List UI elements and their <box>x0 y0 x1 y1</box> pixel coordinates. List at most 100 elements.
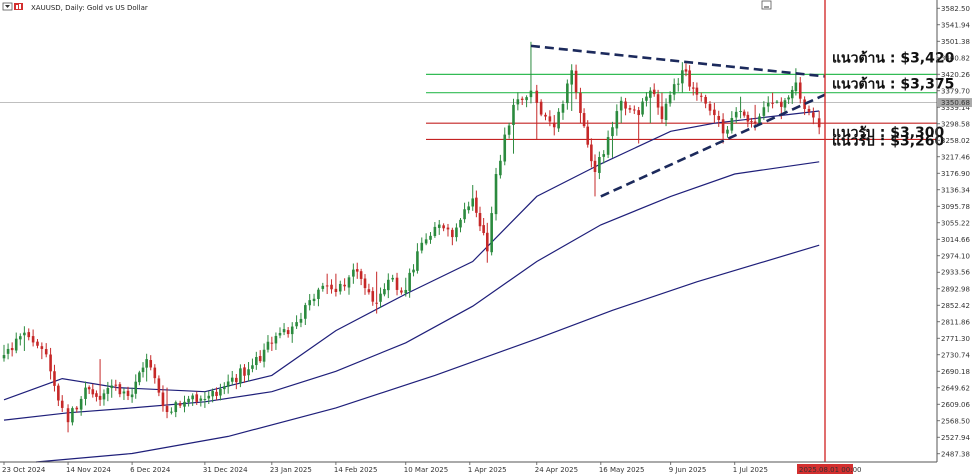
candle-body[interactable] <box>455 227 458 238</box>
candle-body[interactable] <box>660 106 664 120</box>
candle-body[interactable] <box>295 322 298 327</box>
candle-body[interactable] <box>87 387 91 390</box>
candle-body[interactable] <box>507 125 511 135</box>
candle-body[interactable] <box>803 99 806 109</box>
candle-body[interactable] <box>23 332 26 336</box>
candle-body[interactable] <box>145 359 148 368</box>
candle-body[interactable] <box>771 102 774 104</box>
candle-body[interactable] <box>36 341 39 346</box>
candle-body[interactable] <box>708 103 712 111</box>
candle-body[interactable] <box>593 160 597 172</box>
candle-body[interactable] <box>520 98 524 100</box>
candle-body[interactable] <box>539 101 543 115</box>
candle-body[interactable] <box>783 100 787 108</box>
dropdown-arrow-icon[interactable] <box>2 2 13 11</box>
candle-body[interactable] <box>672 84 676 95</box>
candle-body[interactable] <box>704 96 707 104</box>
candle-body[interactable] <box>525 97 528 101</box>
candle-body[interactable] <box>433 226 437 237</box>
candle-body[interactable] <box>544 114 547 117</box>
candle-body[interactable] <box>602 154 606 157</box>
candle-body[interactable] <box>106 388 110 394</box>
candle-body[interactable] <box>412 269 415 273</box>
candle-body[interactable] <box>226 381 230 387</box>
candle-body[interactable] <box>619 100 623 111</box>
candle-body[interactable] <box>367 289 371 293</box>
candle-body[interactable] <box>582 113 586 127</box>
candle-body[interactable] <box>153 367 157 379</box>
candle-body[interactable] <box>753 121 757 124</box>
candle-body[interactable] <box>325 285 329 287</box>
candle-body[interactable] <box>363 278 367 289</box>
candle-body[interactable] <box>183 401 186 407</box>
candle-body[interactable] <box>721 119 725 134</box>
candle-body[interactable] <box>766 102 770 107</box>
candle-body[interactable] <box>408 272 411 291</box>
candle-body[interactable] <box>187 398 190 403</box>
candle-body[interactable] <box>750 121 753 123</box>
candle-body[interactable] <box>628 108 632 110</box>
candle-body[interactable] <box>203 398 207 400</box>
candle-body[interactable] <box>494 174 498 215</box>
candle-body[interactable] <box>664 103 668 121</box>
moving-average-2[interactable] <box>35 244 820 463</box>
candle-body[interactable] <box>98 395 102 400</box>
candle-body[interactable] <box>282 329 286 333</box>
candle-body[interactable] <box>699 95 703 97</box>
candle-body[interactable] <box>437 224 441 228</box>
candle-body[interactable] <box>561 104 565 113</box>
candle-body[interactable] <box>780 101 783 107</box>
candle-body[interactable] <box>482 225 485 234</box>
candle-body[interactable] <box>794 82 798 92</box>
candle-body[interactable] <box>102 393 106 400</box>
candle-body[interactable] <box>79 398 83 410</box>
candle-body[interactable] <box>274 335 278 344</box>
candle-body[interactable] <box>286 330 290 335</box>
candle-body[interactable] <box>352 269 355 277</box>
candle-body[interactable] <box>812 112 815 118</box>
candle-body[interactable] <box>317 289 320 299</box>
candle-body[interactable] <box>637 110 640 116</box>
candle-body[interactable] <box>717 116 721 120</box>
candle-body[interactable] <box>347 277 351 288</box>
candle-body[interactable] <box>330 284 333 290</box>
candle-body[interactable] <box>681 70 684 84</box>
candle-body[interactable] <box>416 251 419 271</box>
candle-body[interactable] <box>641 101 644 115</box>
candle-body[interactable] <box>321 285 325 289</box>
candle-body[interactable] <box>386 279 390 291</box>
candle-body[interactable] <box>691 87 695 89</box>
candle-body[interactable] <box>122 391 126 394</box>
candle-body[interactable] <box>375 302 378 304</box>
candle-body[interactable] <box>211 390 214 397</box>
candle-body[interactable] <box>446 227 450 230</box>
candle-body[interactable] <box>566 83 569 104</box>
candle-body[interactable] <box>170 411 173 413</box>
candle-body[interactable] <box>798 82 802 99</box>
candle-body[interactable] <box>338 283 342 292</box>
candle-body[interactable] <box>251 365 254 369</box>
candle-body[interactable] <box>84 387 87 399</box>
candle-body[interactable] <box>633 109 636 111</box>
candle-body[interactable] <box>343 284 346 287</box>
candle-body[interactable] <box>71 408 74 423</box>
candle-body[interactable] <box>247 369 250 376</box>
candle-body[interactable] <box>199 398 203 401</box>
candle-body[interactable] <box>684 69 688 72</box>
candle-body[interactable] <box>611 127 614 137</box>
candle-body[interactable] <box>516 99 520 105</box>
candle-body[interactable] <box>676 83 680 85</box>
candle-body[interactable] <box>355 269 359 272</box>
candle-body[interactable] <box>270 342 274 344</box>
candle-body[interactable] <box>391 277 394 280</box>
candle-body[interactable] <box>255 357 258 366</box>
candle-body[interactable] <box>239 368 242 384</box>
trendline-0[interactable] <box>530 44 826 78</box>
candle-body[interactable] <box>312 298 316 302</box>
candle-body[interactable] <box>451 229 454 238</box>
candle-body[interactable] <box>60 400 64 408</box>
candle-body[interactable] <box>624 101 627 109</box>
candle-body[interactable] <box>557 111 560 129</box>
candle-body[interactable] <box>334 288 338 292</box>
